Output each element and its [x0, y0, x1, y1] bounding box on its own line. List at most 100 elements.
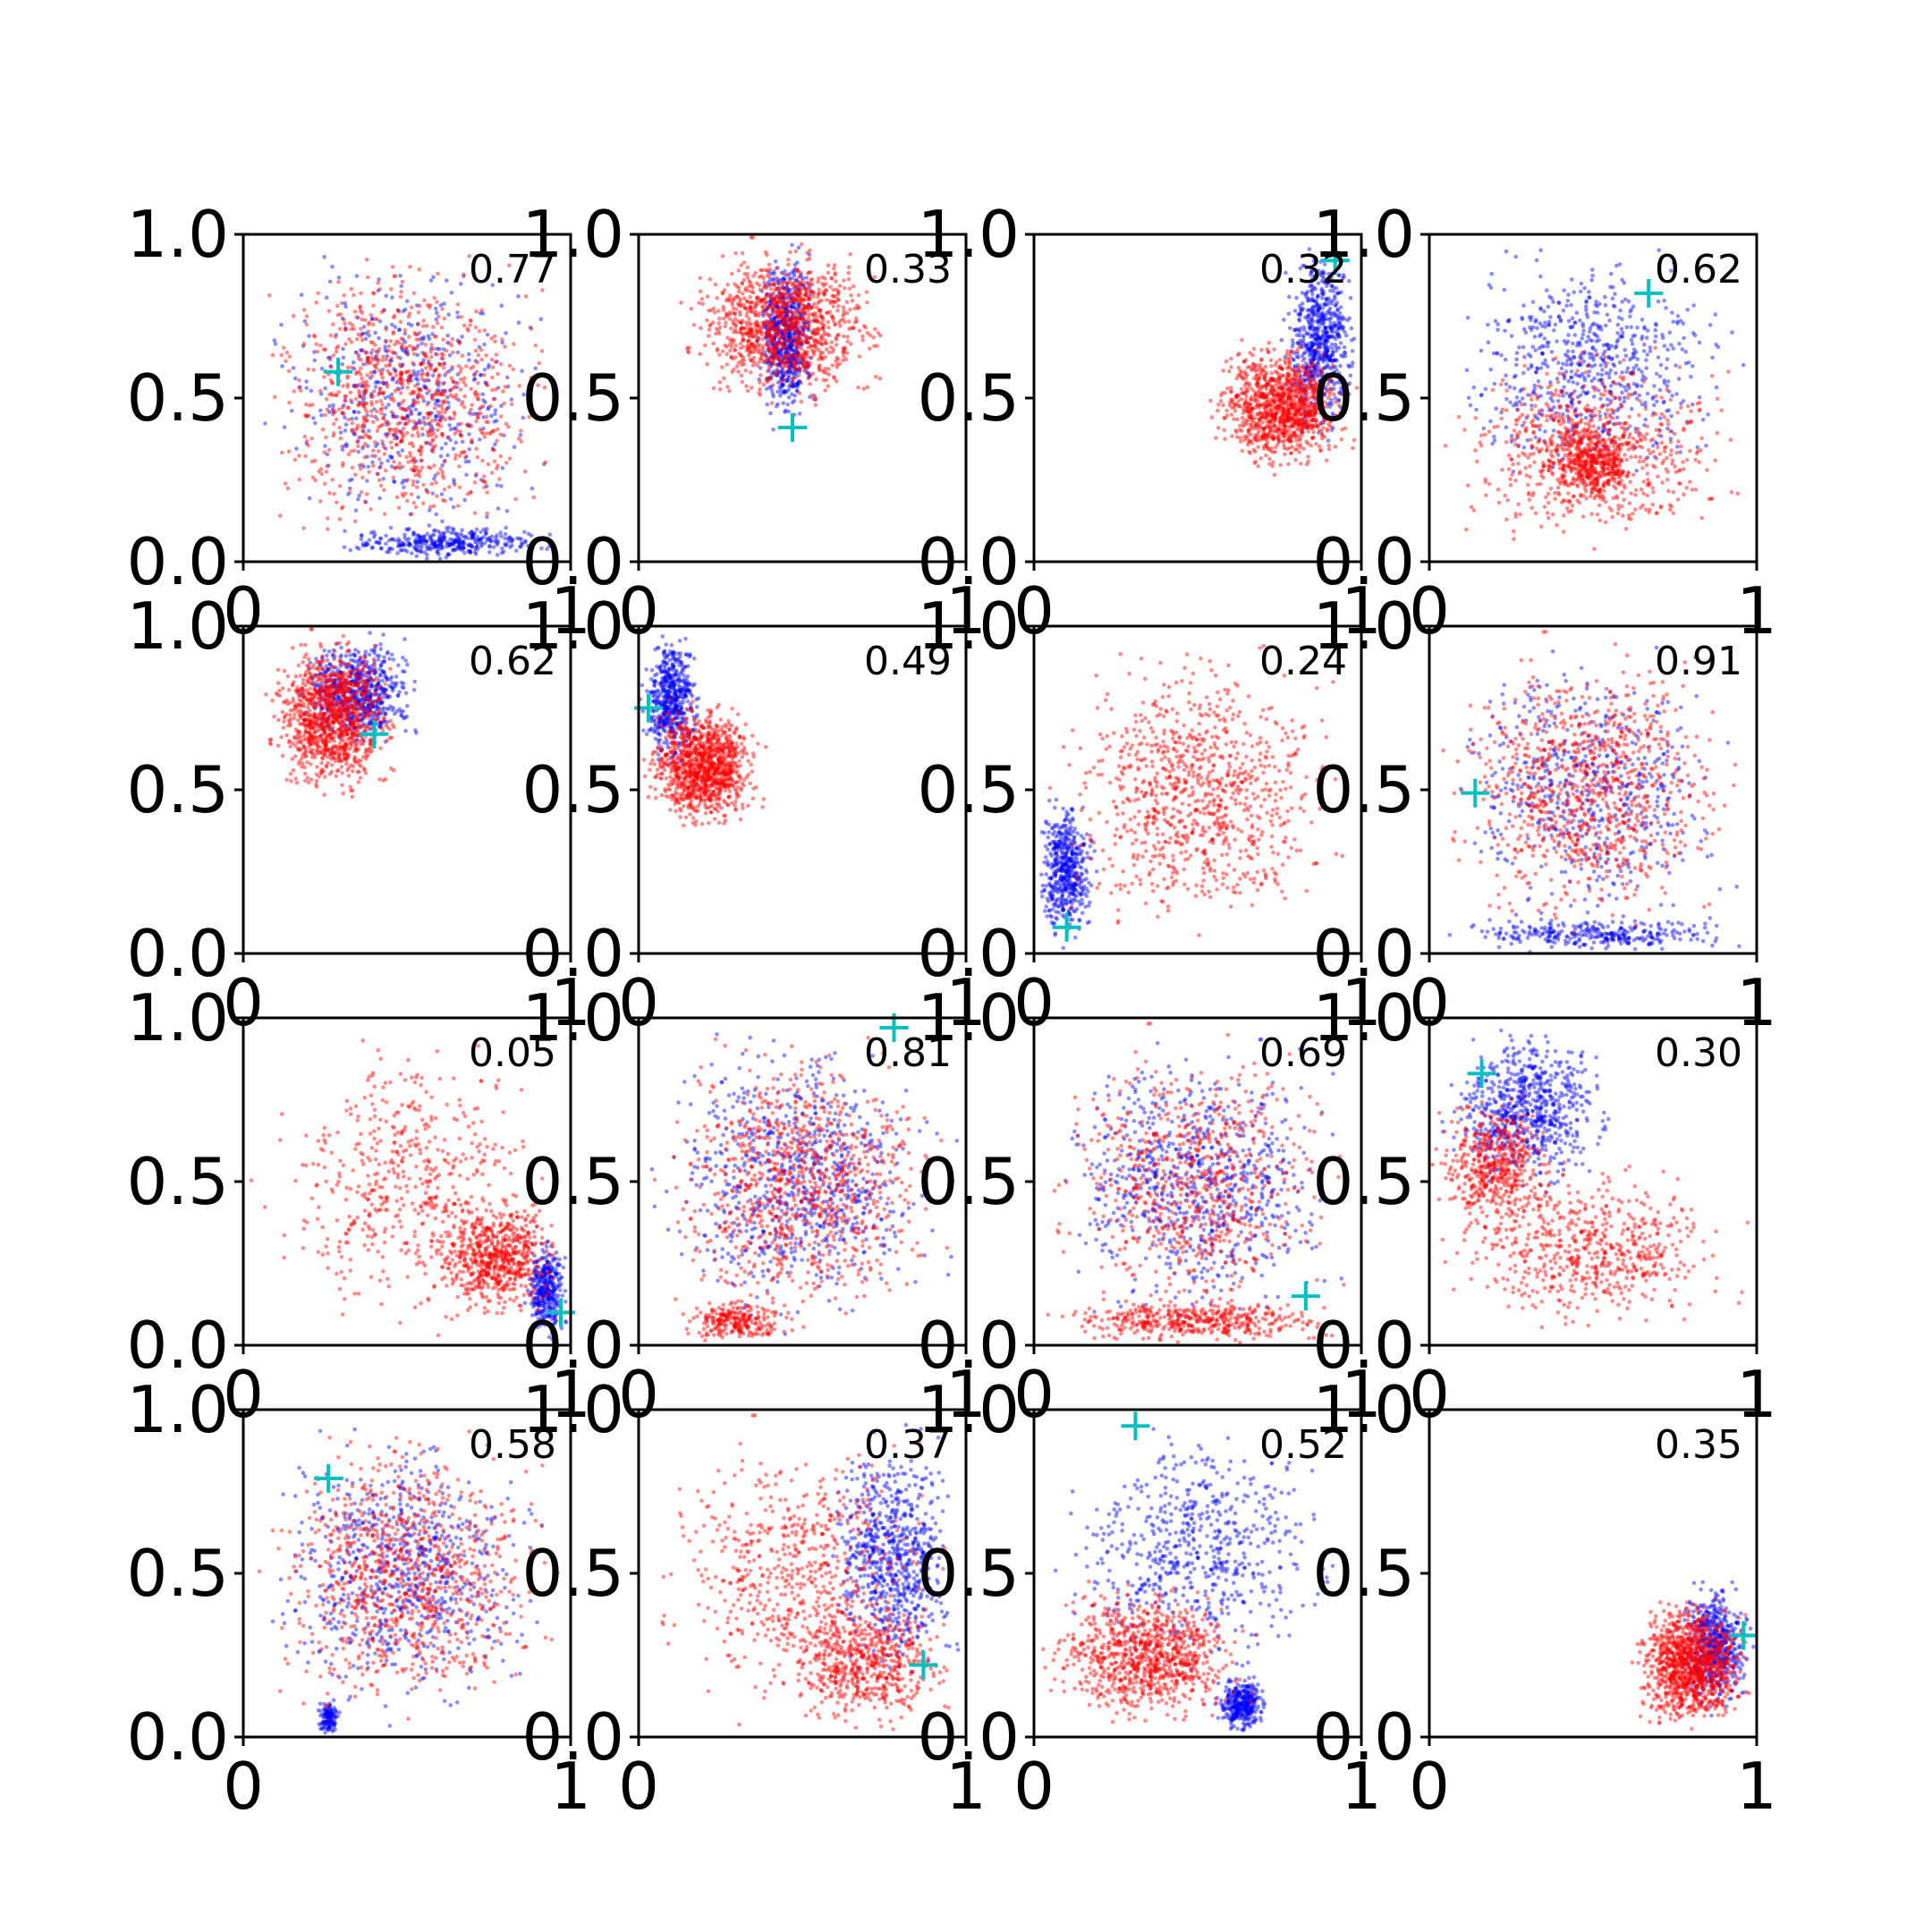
scatter-point [825, 298, 829, 302]
scatter-point [411, 530, 416, 535]
scatter-point [811, 294, 816, 299]
scatter-point [759, 330, 765, 335]
scatter-point [741, 296, 747, 301]
scatter-point [797, 329, 801, 335]
scatter-point [795, 328, 800, 333]
scatter-point [375, 410, 379, 414]
scatter-point [1304, 294, 1309, 300]
scatter-point [373, 453, 377, 459]
scatter-point [430, 541, 435, 546]
scatter-point [798, 318, 802, 322]
scatter-point [434, 480, 438, 485]
scatter-point [793, 360, 798, 365]
scatter-point [392, 433, 396, 437]
scatter-point [360, 376, 364, 381]
scatter-point [792, 367, 797, 371]
scatter-point [487, 536, 492, 540]
panel-points [263, 254, 556, 561]
scatter-point [494, 540, 498, 545]
scatter-point [799, 281, 804, 286]
scatter-point [821, 284, 826, 288]
scatter-point [436, 372, 442, 377]
scatter-point [373, 354, 378, 360]
scatter-point [436, 428, 440, 433]
scatter-point [440, 407, 445, 411]
scatter-point [459, 450, 464, 455]
scatter-point [774, 343, 779, 347]
scatter-point [422, 384, 427, 388]
scatter-point [775, 305, 780, 309]
scatter-point [741, 344, 746, 350]
scatter-point [398, 548, 403, 553]
scatter-point [805, 297, 810, 302]
scatter-point [318, 388, 323, 394]
scatter-point [343, 415, 347, 420]
scatter-point [741, 358, 746, 363]
scatter-point [414, 345, 419, 351]
scatter-point [460, 528, 464, 533]
scatter-point [824, 288, 828, 293]
scatter-point [1319, 295, 1325, 301]
scatter-point [292, 389, 297, 394]
scatter-point [430, 437, 436, 442]
scatter-point [771, 282, 776, 287]
scatter-point [378, 423, 384, 428]
scatter-point [792, 321, 798, 326]
scatter-point [789, 304, 794, 309]
scatter-point [498, 432, 503, 437]
scatter-point [424, 440, 429, 445]
scatter-point [343, 304, 348, 309]
scatter-point [445, 529, 450, 534]
scatter-point [1335, 368, 1339, 373]
scatter-point [770, 306, 775, 311]
scatter-point [417, 303, 422, 309]
scatter-point [784, 314, 788, 319]
scatter-point [837, 284, 843, 288]
scatter-point [794, 388, 800, 393]
scatter-point [805, 365, 810, 370]
scatter-point [771, 278, 776, 283]
scatter-point [765, 306, 770, 311]
scatter-point [399, 289, 403, 294]
scatter-point [794, 278, 800, 284]
scatter-point [436, 413, 442, 419]
scatter-point [779, 353, 784, 359]
scatter-point [828, 299, 833, 303]
scatter-point [797, 288, 801, 292]
scatter-point [499, 303, 504, 309]
scatter-point [418, 411, 422, 416]
scatter-point [294, 446, 299, 451]
scatter-point [769, 320, 775, 326]
scatter-point [793, 348, 798, 353]
scatter-point [427, 508, 432, 513]
scatter-point [1335, 359, 1339, 363]
scatter-point [761, 359, 767, 364]
scatter-point [795, 260, 800, 265]
scatter-point [438, 530, 443, 536]
scatter-point [1321, 314, 1326, 319]
scatter-point [809, 292, 813, 297]
scatter-point [394, 442, 399, 447]
scatter-point [408, 512, 413, 517]
scatter-point [463, 459, 469, 464]
scatter-point [434, 317, 439, 322]
scatter-point [817, 291, 822, 296]
scatter-point [797, 411, 802, 416]
scatter-point [775, 330, 780, 335]
scatter-point [355, 423, 360, 428]
scatter-point [427, 430, 431, 436]
scatter-point [1304, 366, 1309, 371]
scatter-point [868, 346, 872, 352]
scatter-point [1319, 271, 1324, 275]
scatter-point [1298, 380, 1302, 386]
scatter-point [457, 341, 462, 346]
scatter-point [784, 321, 789, 326]
scatter-point [453, 412, 457, 417]
scatter-point [414, 424, 419, 429]
scatter-point [373, 343, 377, 347]
scatter-point [495, 438, 499, 444]
scatter-point [787, 335, 792, 341]
scatter-point [510, 538, 515, 542]
scatter-point [494, 352, 499, 357]
scatter-point [322, 450, 327, 455]
